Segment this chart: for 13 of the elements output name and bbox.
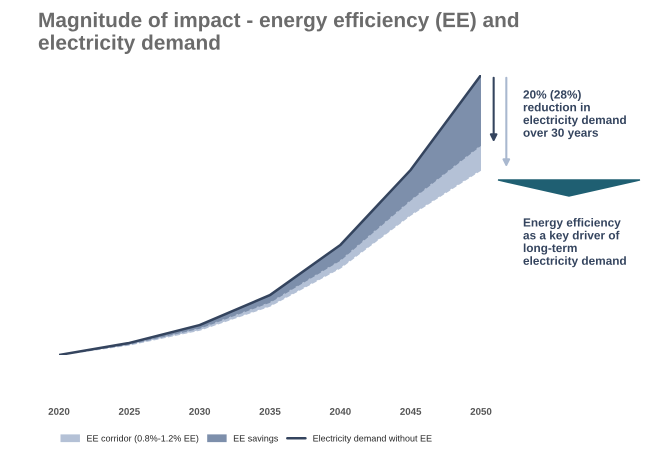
legend-label: Electricity demand without EE bbox=[313, 434, 432, 444]
x-tick-label: 2050 bbox=[470, 408, 492, 415]
text: Energy efficiency as a key driver of long-term electricity demand bbox=[523, 218, 626, 268]
x-tick-label: 2025 bbox=[118, 408, 140, 415]
x-tick-label: 2020 bbox=[48, 408, 70, 415]
x-tick-label: 2045 bbox=[400, 408, 422, 415]
x-tick-label: 2030 bbox=[189, 408, 210, 415]
chart-title: Magnitude of impact - energy efficiency (EE) and electricity demand bbox=[38, 12, 518, 54]
x-tick-label: 2035 bbox=[260, 408, 281, 415]
text: 20% (28%) reduction in electricity demand over 30 years bbox=[523, 90, 626, 140]
legend-label: EE savings bbox=[234, 434, 278, 444]
legend-label: EE corridor (0.8%-1.2% EE) bbox=[87, 434, 198, 444]
x-tick-label: 2040 bbox=[330, 408, 351, 415]
